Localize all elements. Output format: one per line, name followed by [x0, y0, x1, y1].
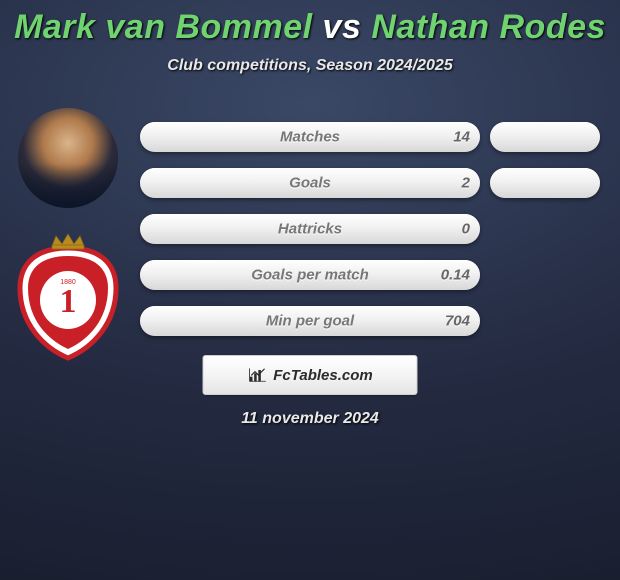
- generated-date: 11 november 2024: [241, 410, 379, 428]
- stat-value-left: 14: [453, 129, 470, 146]
- crown-icon: [52, 234, 84, 249]
- stat-bar-min-per-goal: Min per goal 704: [140, 306, 480, 336]
- stat-label: Goals: [289, 175, 331, 192]
- stat-bars: Matches 14 Goals 2 Hattricks 0 Goals per…: [140, 122, 480, 352]
- stat-value-left: 0: [462, 221, 470, 238]
- stat-label: Matches: [280, 129, 340, 146]
- crest-year: 1880: [60, 279, 76, 286]
- left-column: 1 1880: [8, 108, 128, 361]
- stat-label: Min per goal: [266, 313, 354, 330]
- player1-name: Mark van Bommel: [14, 8, 313, 46]
- right-pill: [490, 168, 600, 198]
- stat-label: Goals per match: [251, 267, 369, 284]
- stat-value-left: 704: [445, 313, 470, 330]
- comparison-title: Mark van Bommel vs Nathan Rodes: [0, 0, 620, 47]
- season-subtitle: Club competitions, Season 2024/2025: [0, 57, 620, 75]
- stat-label: Hattricks: [278, 221, 342, 238]
- stat-bar-hattricks: Hattricks 0: [140, 214, 480, 244]
- player-avatar: [18, 108, 118, 208]
- right-pill: [490, 122, 600, 152]
- stat-bar-matches: Matches 14: [140, 122, 480, 152]
- stat-value-left: 0.14: [441, 267, 470, 284]
- stat-value-left: 2: [462, 175, 470, 192]
- stat-bar-goals-per-match: Goals per match 0.14: [140, 260, 480, 290]
- brand-box: FcTables.com: [203, 355, 418, 395]
- club-crest: 1 1880: [8, 226, 128, 361]
- crest-number: 1: [60, 283, 77, 320]
- player2-name: Nathan Rodes: [371, 8, 606, 46]
- vs-label: vs: [323, 8, 362, 46]
- chart-icon: [247, 365, 267, 385]
- stat-bar-goals: Goals 2: [140, 168, 480, 198]
- right-pills: [490, 122, 600, 214]
- brand-text: FcTables.com: [273, 367, 372, 384]
